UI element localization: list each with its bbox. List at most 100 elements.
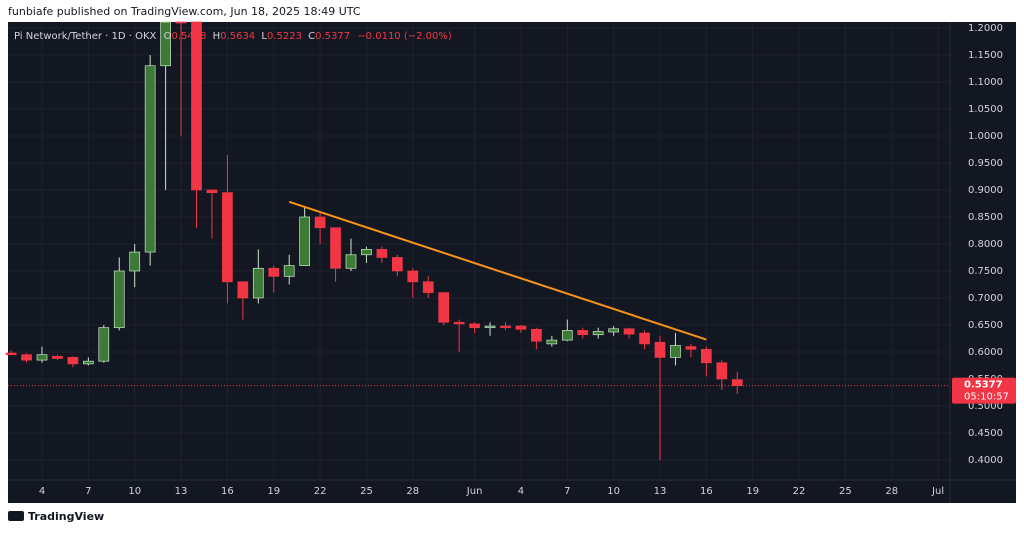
candle-body: [113, 270, 125, 329]
x-tick-label: 7: [85, 486, 91, 497]
candle-body: [129, 251, 141, 272]
candle-body: [561, 330, 573, 341]
y-tick-label: 1.1500: [968, 50, 1003, 61]
l-value: 0.5223: [267, 31, 302, 42]
candle-body: [330, 227, 341, 269]
candle-body: [175, 21, 187, 24]
x-tick-label: 16: [700, 486, 713, 497]
y-tick-label: 0.9000: [968, 185, 1003, 196]
h-label: H: [213, 31, 221, 42]
y-tick-label: 1.0500: [968, 104, 1003, 115]
candle-body: [531, 328, 542, 342]
candle-body: [546, 339, 558, 345]
last-price-box: [952, 377, 1016, 404]
o-value: 0.5488: [171, 31, 206, 42]
l-label: L: [261, 31, 267, 42]
candle-body: [299, 216, 310, 266]
x-tick-label: 22: [793, 486, 806, 497]
candle-body: [500, 325, 511, 329]
candle-body: [283, 265, 295, 277]
candle-body: [392, 257, 403, 272]
x-tick-label: 28: [406, 486, 419, 497]
candle-body: [685, 346, 697, 350]
x-tick-label: 19: [746, 486, 759, 497]
candle-body: [82, 360, 94, 365]
h-value: 0.5634: [220, 31, 255, 42]
candle-body: [376, 249, 388, 258]
candle-body: [252, 267, 264, 299]
footer: TradingView: [8, 510, 104, 523]
candle-body: [5, 352, 17, 356]
candle-body: [67, 357, 79, 365]
candle-body: [716, 362, 728, 380]
candle-body: [654, 341, 666, 358]
o-label: O: [164, 31, 172, 42]
c-label: C: [308, 31, 315, 42]
candle-body: [98, 327, 110, 362]
candle-body: [484, 325, 496, 329]
chart-pane: [8, 22, 1016, 503]
x-tick-label: 10: [128, 486, 141, 497]
candle-body: [160, 21, 171, 67]
candle-body: [52, 355, 63, 359]
candle-body: [700, 348, 712, 364]
y-tick-label: 1.1000: [968, 77, 1003, 88]
x-tick-label: 10: [607, 486, 620, 497]
candle-body: [222, 192, 233, 283]
symbol: Pi Network/Tether · 1D · OKX: [14, 31, 157, 42]
x-tick-label: 7: [564, 486, 570, 497]
c-value: 0.5377: [315, 31, 350, 42]
x-tick-label: 22: [314, 486, 327, 497]
y-tick-label: 1.0000: [968, 131, 1003, 142]
x-tick-label: 4: [39, 486, 45, 497]
y-tick-label: 0.7000: [968, 293, 1003, 304]
candle-body: [515, 325, 527, 330]
candle-body: [191, 21, 202, 191]
y-tick-label: 0.4500: [968, 428, 1003, 439]
logo: [8, 511, 24, 521]
y-tick-label: 0.5000: [968, 401, 1003, 412]
footer-brand: TradingView: [28, 510, 104, 523]
x-tick-label: 4: [518, 486, 524, 497]
y-tick-label: 0.6000: [968, 347, 1003, 358]
change: −0.0110 (−2.00%): [357, 31, 452, 42]
y-tick-label: 0.6500: [968, 320, 1003, 331]
candle-body: [314, 216, 326, 229]
y-tick-label: 0.4000: [968, 455, 1003, 466]
last-price-label: 0.5377: [964, 380, 1003, 391]
candle-body: [345, 254, 357, 269]
candle-body: [592, 331, 604, 336]
candle-body: [608, 328, 620, 333]
x-tick-label: 13: [654, 486, 667, 497]
y-tick-label: 1.2000: [968, 23, 1003, 34]
candle-body: [438, 292, 450, 323]
legend-header: Pi Network/Tether · 1D · OKX O0.5488 H0.…: [14, 31, 452, 42]
x-tick-label: 25: [360, 486, 373, 497]
candle-body: [623, 328, 635, 335]
candle-body: [144, 65, 156, 253]
x-tick-label: 16: [221, 486, 234, 497]
y-tick-label: 0.8500: [968, 212, 1003, 223]
candle-body: [268, 267, 280, 277]
candle-body: [21, 354, 32, 361]
candle-body: [469, 323, 480, 329]
candle-body: [670, 345, 681, 358]
candle-body: [639, 332, 650, 345]
countdown: 05:10:57: [964, 392, 1009, 403]
candle-body: [361, 249, 372, 256]
x-tick-label: 25: [839, 486, 852, 497]
candle-body: [237, 281, 249, 299]
candle-body: [422, 281, 434, 293]
candle-body: [407, 270, 419, 283]
x-tick-label: 28: [885, 486, 898, 497]
x-tick-label: Jun: [466, 486, 483, 497]
candle-body: [206, 189, 218, 194]
y-tick-label: 0.7500: [968, 266, 1003, 277]
candle-body: [577, 330, 589, 336]
x-tick-label: Jul: [931, 486, 944, 497]
y-tick-label: 0.9500: [968, 158, 1003, 169]
candle-body: [36, 354, 48, 361]
trendline: [288, 200, 707, 341]
